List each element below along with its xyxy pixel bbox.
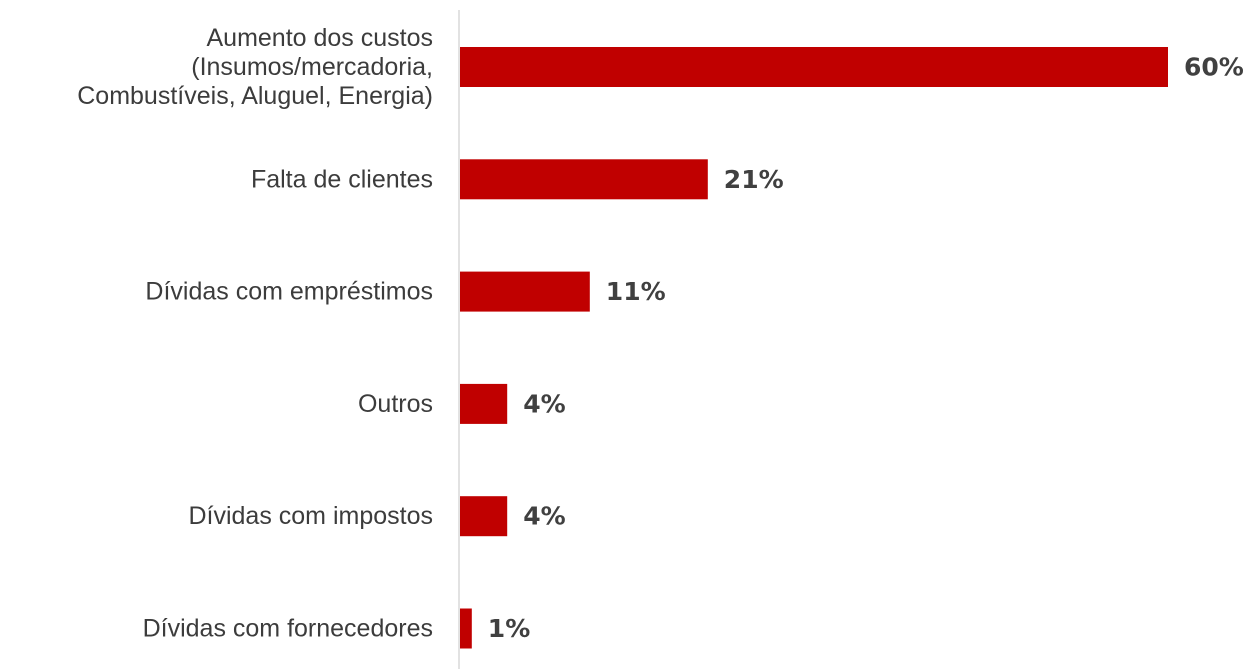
bars (460, 47, 1168, 649)
bar (460, 608, 472, 649)
bar (460, 271, 590, 312)
category-label-line: Aumento dos custos (206, 24, 433, 52)
category-label: Aumento dos custos (Insumos/mercadoria, Co… (77, 24, 433, 110)
value-labels: 60% 21% 11% 4% 4% 1% (488, 53, 1244, 644)
bar (460, 159, 708, 200)
value-label: 60% (1184, 53, 1244, 82)
category-label: Falta de clientes (251, 165, 433, 193)
value-label: 1% (488, 614, 530, 643)
category-label: Dívidas com empréstimos (145, 278, 433, 306)
value-label: 4% (523, 389, 565, 418)
category-label-line: Combustíveis, Aluguel, Energia) (77, 82, 433, 110)
value-label: 21% (724, 165, 784, 194)
category-label-line: Dívidas com empréstimos (145, 278, 433, 306)
bar (460, 47, 1168, 87)
bar (460, 496, 508, 537)
category-label-line: (Insumos/mercadoria, (191, 53, 433, 81)
value-label: 11% (606, 277, 666, 306)
category-label-line: Dívidas com impostos (188, 502, 433, 530)
category-label: Dívidas com impostos (188, 502, 433, 530)
category-labels: Aumento dos custos (Insumos/mercadoria, Co… (77, 24, 433, 643)
category-label-line: Falta de clientes (251, 165, 433, 193)
category-label: Dívidas com fornecedores (143, 615, 433, 643)
category-label-line: Dívidas com fornecedores (143, 615, 433, 643)
category-label: Outros (358, 390, 433, 418)
category-label-line: Outros (358, 390, 433, 418)
bar (460, 383, 508, 424)
value-label: 4% (523, 502, 565, 531)
